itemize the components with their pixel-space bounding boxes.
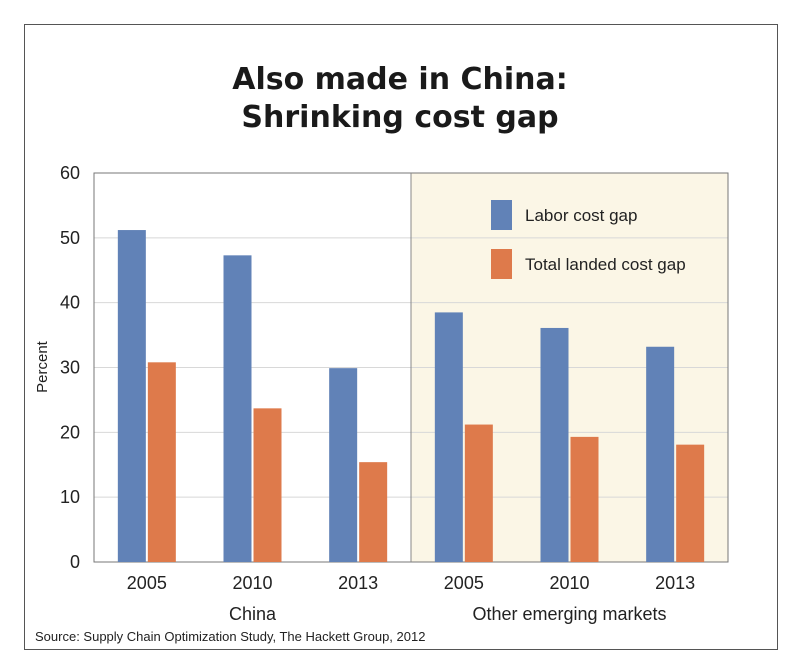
chart-title-line-1: Also made in China: bbox=[232, 62, 568, 97]
x-tick-label: 2010 bbox=[549, 573, 589, 593]
legend-swatch bbox=[491, 249, 512, 279]
group-label-china: China bbox=[229, 604, 277, 624]
labor-cost-bar bbox=[434, 312, 463, 562]
x-tick-label: 2013 bbox=[338, 573, 378, 593]
labor-cost-bar bbox=[329, 368, 358, 562]
y-axis-label: Percent bbox=[34, 340, 51, 393]
labor-cost-bar bbox=[223, 255, 252, 563]
labor-cost-bar bbox=[117, 230, 146, 562]
legend-label: Total landed cost gap bbox=[525, 255, 686, 274]
landed-cost-bar bbox=[570, 436, 599, 562]
landed-cost-bar bbox=[147, 362, 176, 562]
x-tick-label: 2005 bbox=[127, 573, 167, 593]
x-tick-label: 2013 bbox=[655, 573, 695, 593]
labor-cost-bar bbox=[540, 327, 569, 562]
legend: Labor cost gap Total landed cost gap bbox=[491, 200, 686, 279]
x-tick-label: 2010 bbox=[232, 573, 272, 593]
x-tick-label: 2005 bbox=[444, 573, 484, 593]
y-tick-label: 0 bbox=[70, 552, 80, 572]
source-note: Source: Supply Chain Optimization Study,… bbox=[35, 629, 425, 644]
y-tick-label: 50 bbox=[60, 228, 80, 248]
y-tick-label: 40 bbox=[60, 293, 80, 313]
group-labels: China Other emerging markets bbox=[229, 604, 667, 624]
group-label-other-markets: Other emerging markets bbox=[472, 604, 666, 624]
y-tick-label: 20 bbox=[60, 422, 80, 442]
y-axis-ticks: 0 10 20 30 40 50 60 bbox=[60, 163, 80, 572]
y-tick-label: 60 bbox=[60, 163, 80, 183]
landed-cost-bar bbox=[464, 424, 493, 562]
y-tick-label: 10 bbox=[60, 487, 80, 507]
x-axis-ticks: 2005 2010 2013 2005 2010 2013 bbox=[127, 573, 695, 593]
legend-swatch bbox=[491, 200, 512, 230]
landed-cost-bar bbox=[676, 444, 705, 562]
landed-cost-bar bbox=[253, 408, 282, 562]
labor-cost-bar bbox=[646, 346, 675, 562]
bars bbox=[117, 230, 705, 563]
landed-cost-bar bbox=[359, 462, 388, 562]
chart-title-line-2: Shrinking cost gap bbox=[241, 100, 558, 135]
y-tick-label: 30 bbox=[60, 358, 80, 378]
legend-label: Labor cost gap bbox=[525, 206, 637, 225]
